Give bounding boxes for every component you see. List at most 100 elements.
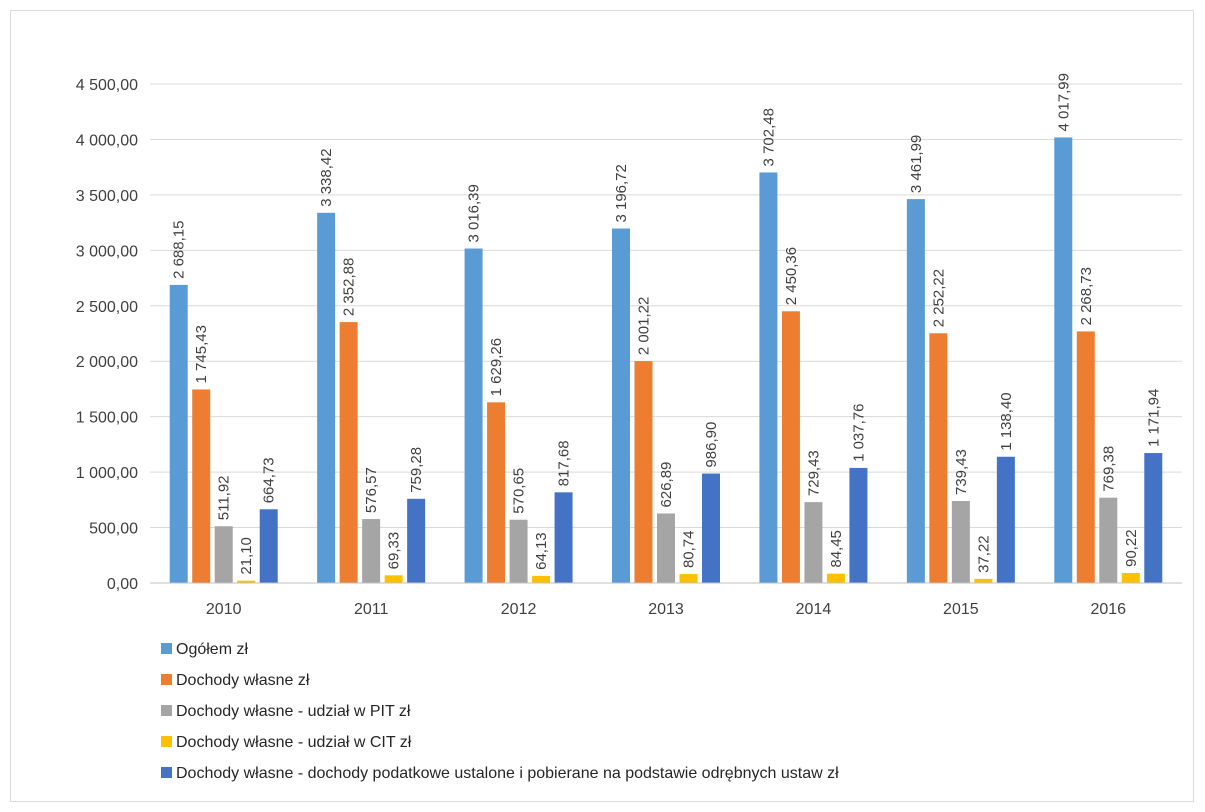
data-label: 4 017,99 bbox=[1055, 73, 1072, 131]
data-label: 570,65 bbox=[511, 468, 528, 514]
data-label: 2 688,15 bbox=[171, 221, 188, 279]
bar bbox=[702, 473, 720, 583]
legend-swatch bbox=[161, 705, 172, 716]
x-tick-label: 2015 bbox=[943, 601, 979, 618]
y-tick-label: 500,00 bbox=[89, 521, 138, 538]
bar bbox=[1054, 137, 1073, 583]
bar bbox=[1076, 331, 1095, 583]
y-tick-label: 3 000,00 bbox=[76, 243, 138, 260]
y-tick-label: 4 500,00 bbox=[76, 77, 138, 94]
legend-label: Dochody własne - udział w CIT zł bbox=[176, 734, 412, 751]
bar bbox=[1099, 497, 1118, 583]
x-axis: 2010 2011 2012 2013 2014 2015 2016 bbox=[206, 601, 1126, 618]
y-tick-label: 4 000,00 bbox=[76, 132, 138, 149]
bar bbox=[612, 228, 630, 583]
x-tick-label: 2012 bbox=[501, 601, 537, 618]
data-label: 80,74 bbox=[681, 530, 698, 568]
legend-label: Dochody własne - udział w PIT zł bbox=[176, 703, 411, 720]
bar bbox=[974, 578, 993, 583]
legend: Ogółem zł Dochody własne zł Dochody własne… bbox=[161, 641, 839, 782]
bar bbox=[464, 248, 483, 583]
data-label: 69,33 bbox=[386, 532, 403, 570]
x-tick-label: 2016 bbox=[1090, 601, 1126, 618]
bar bbox=[192, 389, 211, 583]
y-tick-label: 0,00 bbox=[107, 576, 138, 593]
y-tick-label: 2 000,00 bbox=[76, 354, 138, 371]
data-label: 2 252,22 bbox=[930, 269, 947, 327]
bar bbox=[554, 492, 573, 583]
x-tick-label: 2013 bbox=[648, 601, 684, 618]
bar bbox=[339, 322, 358, 583]
legend-swatch bbox=[161, 674, 172, 685]
data-label: 3 338,42 bbox=[318, 148, 335, 206]
data-label: 664,73 bbox=[261, 457, 278, 503]
bar bbox=[634, 361, 653, 583]
data-label: 2 001,22 bbox=[636, 297, 653, 355]
bar bbox=[317, 212, 336, 583]
data-label: 21,10 bbox=[238, 537, 255, 575]
data-label: 2 450,36 bbox=[783, 247, 800, 305]
bar bbox=[826, 573, 845, 583]
bar bbox=[407, 498, 426, 583]
data-label: 64,13 bbox=[533, 532, 550, 570]
y-tick-label: 3 500,00 bbox=[76, 188, 138, 205]
bar bbox=[679, 574, 698, 583]
data-label: 1 745,43 bbox=[193, 325, 210, 383]
y-axis: 0,00 500,00 1 000,00 1 500,00 2 000,00 2 500,… bbox=[76, 77, 1182, 593]
y-tick-label: 2 500,00 bbox=[76, 299, 138, 316]
data-label: 1 037,76 bbox=[850, 404, 867, 462]
bar bbox=[929, 333, 948, 583]
bar bbox=[759, 172, 778, 584]
data-label: 2 268,73 bbox=[1078, 267, 1095, 325]
bar bbox=[509, 519, 528, 583]
data-label: 511,92 bbox=[216, 475, 233, 520]
bar bbox=[781, 311, 800, 583]
bar bbox=[1121, 572, 1140, 583]
x-tick-label: 2011 bbox=[354, 601, 389, 618]
data-label: 3 702,48 bbox=[760, 108, 777, 166]
legend-swatch bbox=[161, 767, 172, 778]
legend-label: Dochody własne - dochody podatkowe ustal… bbox=[176, 765, 839, 782]
bar bbox=[849, 467, 868, 583]
data-label: 84,45 bbox=[828, 530, 845, 568]
data-label: 739,43 bbox=[953, 449, 970, 495]
legend-swatch bbox=[161, 643, 172, 654]
bar bbox=[996, 456, 1015, 583]
legend-swatch bbox=[161, 736, 172, 747]
gridlines bbox=[150, 83, 1182, 529]
bar bbox=[259, 509, 278, 583]
data-label: 729,43 bbox=[805, 450, 822, 496]
data-label: 90,22 bbox=[1123, 529, 1140, 567]
data-label: 37,22 bbox=[975, 535, 992, 573]
data-label: 1 138,40 bbox=[998, 392, 1015, 450]
data-label: 1 171,94 bbox=[1145, 389, 1162, 447]
data-label: 986,90 bbox=[703, 422, 720, 468]
bar bbox=[657, 513, 675, 583]
bar bbox=[487, 402, 506, 583]
legend-label: Ogółem zł bbox=[176, 641, 248, 658]
data-label: 2 352,88 bbox=[341, 258, 358, 316]
bar bbox=[237, 580, 256, 583]
data-label: 626,89 bbox=[658, 462, 675, 508]
data-labels: 2 688,15 1 745,43 511,92 21,10 664,73 3 338,4… bbox=[171, 73, 1163, 575]
bar bbox=[214, 526, 233, 583]
y-tick-label: 1 500,00 bbox=[76, 410, 138, 427]
bars bbox=[169, 137, 1163, 584]
x-tick-label: 2010 bbox=[206, 601, 242, 618]
bar bbox=[906, 199, 925, 584]
bar bbox=[804, 502, 823, 583]
data-label: 769,38 bbox=[1100, 446, 1117, 492]
data-label: 1 629,26 bbox=[488, 338, 505, 396]
data-label: 576,57 bbox=[363, 467, 380, 513]
bar bbox=[1144, 453, 1163, 583]
x-tick-label: 2014 bbox=[796, 601, 832, 618]
data-label: 3 016,39 bbox=[466, 184, 483, 242]
data-label: 759,28 bbox=[408, 447, 425, 493]
bar bbox=[532, 575, 551, 583]
bar bbox=[362, 519, 381, 583]
data-label: 3 196,72 bbox=[613, 164, 630, 222]
bar bbox=[384, 575, 403, 583]
legend-label: Dochody własne zł bbox=[176, 672, 310, 689]
data-label: 817,68 bbox=[556, 440, 573, 486]
